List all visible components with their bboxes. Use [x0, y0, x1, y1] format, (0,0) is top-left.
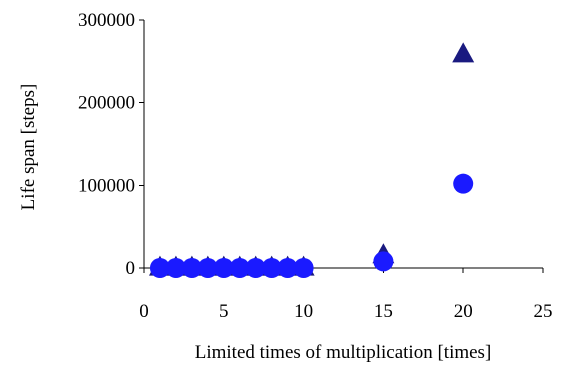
y-axis-title: Life span [steps]	[18, 84, 39, 211]
y-tick-label: 300000	[78, 10, 135, 31]
circle-point	[149, 258, 170, 278]
y-ticks: 0 100000 200000 300000	[78, 10, 144, 279]
x-tick-label: 5	[219, 301, 229, 322]
triangle-point	[452, 42, 475, 63]
circle-point	[261, 258, 282, 278]
data-points	[148, 42, 475, 278]
x-tick-label: 25	[534, 301, 553, 322]
x-tick-label: 10	[294, 301, 313, 322]
circle-point	[453, 173, 474, 194]
circle-point	[245, 258, 266, 278]
y-tick-label: 200000	[78, 93, 135, 114]
axes	[143, 20, 543, 269]
x-axis-title: Limited times of multiplication [times]	[195, 342, 492, 363]
triangle-series	[148, 42, 475, 276]
circle-point	[181, 258, 202, 278]
y-tick-label: 100000	[78, 175, 135, 196]
circle-point	[197, 258, 218, 278]
x-tick-label: 20	[454, 301, 473, 322]
circle-point	[277, 258, 298, 278]
y-tick-label: 0	[126, 258, 136, 279]
circle-point	[213, 258, 234, 278]
circle-point	[229, 258, 250, 278]
x-ticks: 0 5 10 15 20 25	[139, 268, 553, 322]
circle-point	[373, 251, 394, 272]
x-tick-label: 15	[374, 301, 393, 322]
circle-point	[293, 258, 314, 278]
x-tick-label: 0	[139, 301, 149, 322]
circle-series	[149, 173, 474, 278]
circle-point	[165, 258, 186, 278]
